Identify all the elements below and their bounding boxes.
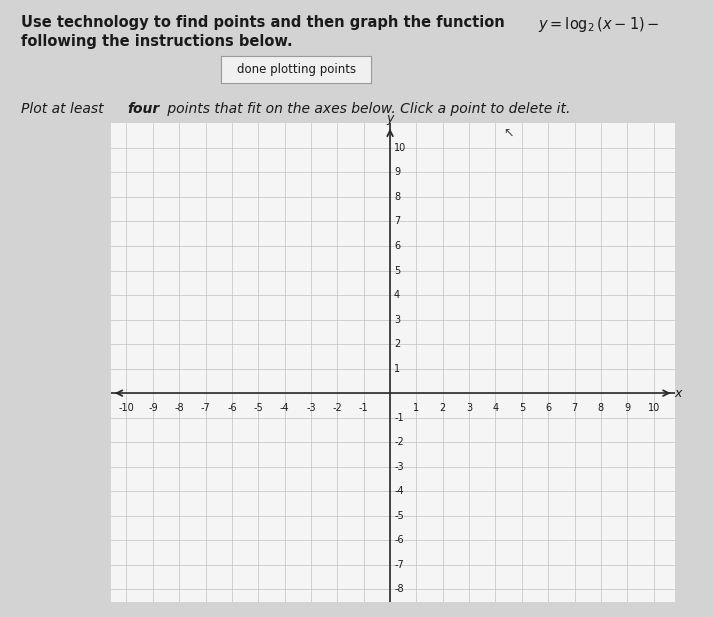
Text: 4: 4 (394, 290, 400, 300)
Text: 1: 1 (394, 363, 400, 374)
Text: done plotting points: done plotting points (237, 63, 356, 76)
Text: -7: -7 (394, 560, 404, 569)
Text: 9: 9 (394, 167, 400, 178)
Text: -5: -5 (253, 403, 263, 413)
Text: -3: -3 (394, 462, 403, 472)
Text: y: y (386, 112, 393, 125)
Text: -6: -6 (394, 536, 403, 545)
Text: Use technology to find points and then graph the function: Use technology to find points and then g… (21, 15, 511, 30)
Text: 3: 3 (466, 403, 472, 413)
Text: -8: -8 (174, 403, 184, 413)
Text: -9: -9 (148, 403, 158, 413)
Text: -1: -1 (359, 403, 368, 413)
Text: -2: -2 (333, 403, 342, 413)
Text: four: four (127, 102, 159, 116)
Text: -2: -2 (394, 437, 404, 447)
Text: -8: -8 (394, 584, 403, 594)
Text: -4: -4 (394, 486, 403, 496)
Text: 8: 8 (598, 403, 604, 413)
Text: -5: -5 (394, 511, 404, 521)
Text: 5: 5 (394, 265, 401, 276)
Text: -10: -10 (119, 403, 134, 413)
Text: x: x (674, 387, 682, 400)
Text: ↖: ↖ (503, 126, 514, 139)
Text: 8: 8 (394, 192, 400, 202)
Text: Plot at least: Plot at least (21, 102, 109, 116)
Text: -1: -1 (394, 413, 403, 423)
Text: 3: 3 (394, 315, 400, 325)
Text: 2: 2 (440, 403, 446, 413)
Text: -4: -4 (280, 403, 289, 413)
Text: -6: -6 (227, 403, 237, 413)
Text: points that fit on the axes below. Click a point to delete it.: points that fit on the axes below. Click… (163, 102, 570, 116)
Text: 4: 4 (493, 403, 498, 413)
Text: 7: 7 (394, 217, 401, 226)
Text: 2: 2 (394, 339, 401, 349)
Text: -3: -3 (306, 403, 316, 413)
Text: 6: 6 (545, 403, 551, 413)
Text: following the instructions below.: following the instructions below. (21, 34, 293, 49)
Text: 6: 6 (394, 241, 400, 251)
Text: 7: 7 (571, 403, 578, 413)
Text: 10: 10 (648, 403, 660, 413)
Text: 5: 5 (519, 403, 525, 413)
Text: 10: 10 (394, 143, 406, 153)
Text: 1: 1 (413, 403, 420, 413)
Text: -7: -7 (201, 403, 211, 413)
Text: 9: 9 (624, 403, 630, 413)
Text: $y = \log_2(x-1) -$: $y = \log_2(x-1) -$ (538, 15, 660, 35)
